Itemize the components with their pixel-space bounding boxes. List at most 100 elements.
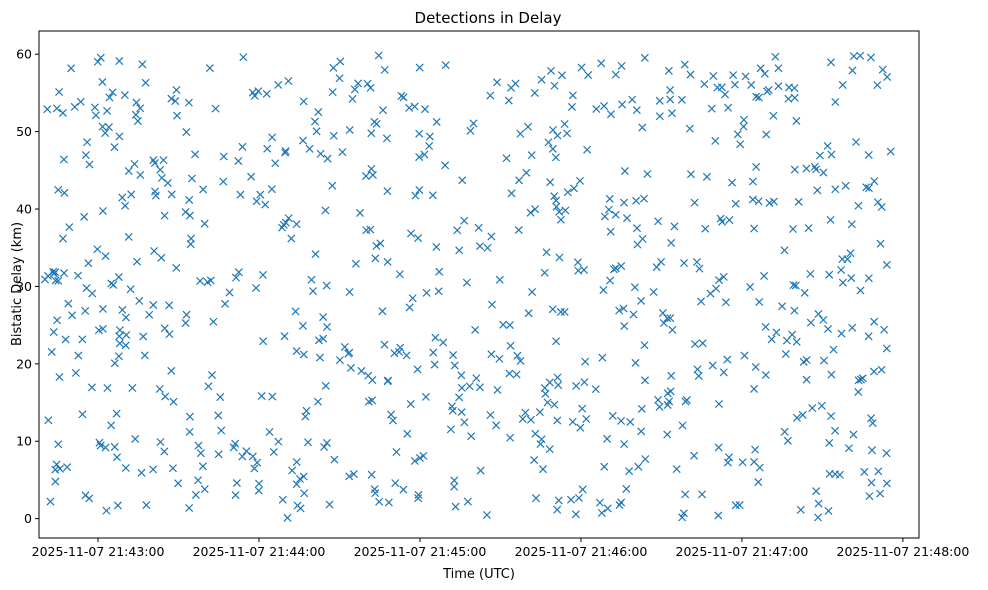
data-point [321, 206, 330, 215]
data-point [641, 376, 650, 385]
data-point [847, 274, 856, 283]
data-point [746, 282, 755, 291]
data-point [167, 94, 176, 103]
data-point [492, 421, 501, 430]
data-point [141, 78, 150, 87]
data-point [475, 383, 484, 392]
data-point [139, 332, 148, 341]
data-point [578, 404, 587, 413]
data-point [548, 125, 557, 135]
data-point [221, 299, 230, 308]
data-point [463, 497, 472, 506]
data-point [415, 453, 424, 463]
data-point [254, 486, 263, 495]
data-point [319, 334, 328, 343]
data-point [136, 170, 145, 179]
data-point [432, 242, 441, 252]
data-point [257, 391, 266, 401]
data-point [571, 510, 580, 519]
data-point [870, 317, 879, 326]
data-point [873, 198, 882, 207]
data-point [680, 60, 689, 69]
data-point [414, 234, 423, 243]
data-point [145, 310, 154, 319]
data-point [115, 57, 124, 66]
data-point [630, 283, 639, 292]
data-point [506, 433, 515, 442]
data-point [465, 382, 474, 391]
data-point [415, 129, 424, 138]
data-point [599, 286, 608, 295]
data-point [51, 465, 60, 474]
data-point [219, 177, 228, 186]
data-point [113, 501, 122, 510]
data-point [823, 324, 833, 334]
data-point [349, 470, 358, 479]
data-point [778, 302, 787, 311]
data-point [531, 429, 540, 438]
data-point [414, 490, 423, 499]
data-point [562, 129, 572, 138]
data-point [617, 416, 626, 425]
data-point [487, 232, 496, 241]
data-point [617, 61, 626, 71]
data-point [765, 198, 774, 207]
data-point [355, 208, 365, 217]
data-point [269, 448, 278, 457]
data-point [458, 176, 467, 185]
data-point [205, 64, 214, 73]
points-layer [40, 51, 895, 522]
data-point [526, 208, 535, 217]
data-point [98, 304, 107, 313]
data-point [598, 353, 607, 362]
data-point [502, 154, 511, 163]
data-point [858, 374, 867, 383]
data-point [73, 271, 82, 280]
data-point [291, 307, 300, 316]
data-point [678, 421, 687, 430]
data-point [198, 462, 207, 471]
data-point [634, 462, 643, 471]
data-point [521, 408, 530, 417]
data-point [80, 212, 89, 221]
data-point [513, 351, 522, 360]
data-point [460, 216, 469, 225]
data-point [719, 272, 728, 281]
data-point [299, 350, 308, 359]
data-point [378, 106, 388, 115]
data-point [280, 332, 289, 341]
data-point [131, 434, 140, 443]
data-point [434, 287, 443, 296]
data-point [524, 309, 533, 318]
data-point [160, 447, 169, 456]
data-point [46, 497, 55, 506]
data-point [234, 268, 243, 277]
data-point [124, 167, 133, 176]
data-point [110, 359, 119, 368]
data-point [605, 194, 614, 203]
data-point [54, 185, 63, 194]
data-point [798, 410, 807, 419]
data-point [59, 155, 68, 164]
data-point [878, 65, 887, 74]
data-point [868, 419, 877, 428]
data-point [583, 145, 592, 154]
data-point [750, 384, 759, 393]
data-point [507, 189, 516, 198]
data-point [292, 220, 301, 229]
data-point [606, 110, 615, 119]
data-point [53, 316, 62, 325]
data-point [700, 80, 709, 89]
data-point [51, 268, 60, 277]
data-point [321, 381, 330, 390]
data-point [837, 265, 846, 275]
data-point [305, 144, 314, 153]
data-point [736, 140, 745, 149]
data-point [714, 443, 723, 452]
data-point [234, 157, 243, 166]
data-point [55, 464, 64, 473]
data-point [415, 186, 424, 195]
data-point [554, 496, 563, 505]
data-point [59, 269, 69, 278]
